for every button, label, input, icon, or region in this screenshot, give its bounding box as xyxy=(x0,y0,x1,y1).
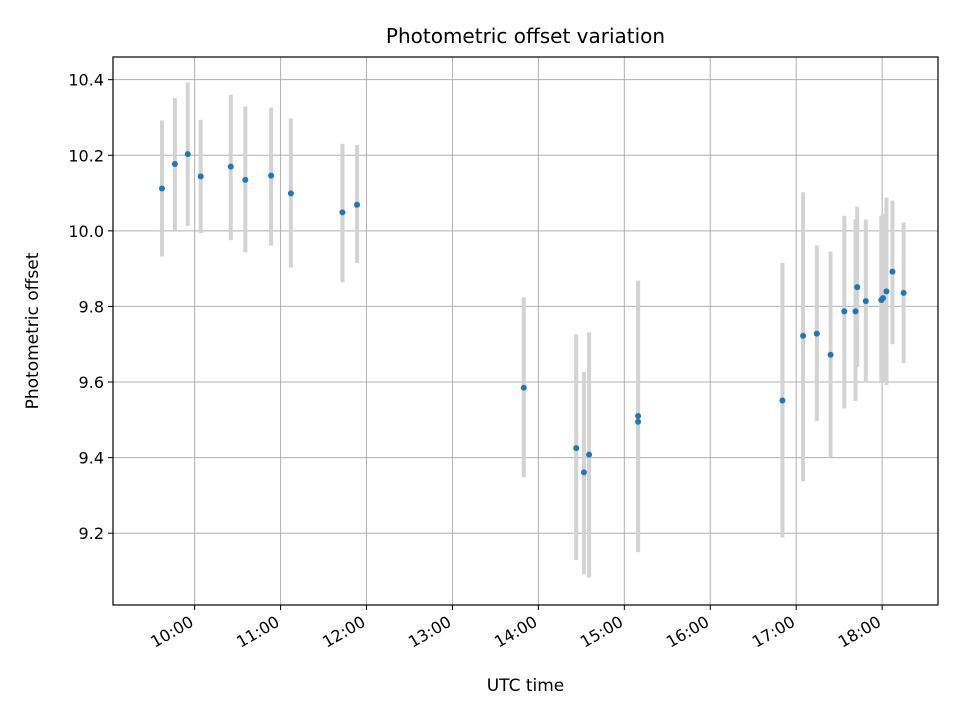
data-point xyxy=(520,384,527,391)
data-point xyxy=(900,289,907,296)
x-axis-label: UTC time xyxy=(487,676,565,696)
data-point xyxy=(242,176,249,183)
data-point xyxy=(586,451,593,458)
data-point xyxy=(883,288,890,295)
y-tick-label: 9.6 xyxy=(79,373,104,392)
y-tick-label: 10.0 xyxy=(68,222,104,241)
data-point xyxy=(580,469,587,476)
data-point xyxy=(779,397,786,404)
data-point xyxy=(862,298,869,305)
data-point xyxy=(841,308,848,315)
data-point xyxy=(635,413,642,420)
y-tick-label: 10.2 xyxy=(68,146,104,165)
data-point xyxy=(635,418,642,425)
data-point xyxy=(827,351,834,358)
chart-title: Photometric offset variation xyxy=(386,24,665,48)
plot-area-frame xyxy=(112,56,939,606)
data-point xyxy=(854,284,861,291)
y-tick-label: 9.2 xyxy=(79,524,104,543)
data-point xyxy=(197,173,204,180)
data-point xyxy=(227,163,234,170)
y-tick-label: 9.8 xyxy=(79,297,104,316)
y-tick-label: 10.4 xyxy=(68,71,104,90)
data-point xyxy=(800,332,807,339)
data-point xyxy=(268,172,275,179)
data-point xyxy=(184,151,191,158)
data-point xyxy=(339,209,346,216)
data-point xyxy=(880,295,886,302)
data-point xyxy=(573,445,580,452)
data-point xyxy=(354,201,361,208)
data-point xyxy=(889,268,896,275)
data-point xyxy=(171,160,178,167)
data-point xyxy=(287,190,294,197)
data-point xyxy=(852,308,859,315)
data-points xyxy=(158,151,907,476)
data-point xyxy=(813,330,820,337)
y-tick-label: 9.4 xyxy=(79,449,104,468)
y-axis-label: Photometric offset xyxy=(23,252,43,409)
data-point xyxy=(158,185,165,192)
